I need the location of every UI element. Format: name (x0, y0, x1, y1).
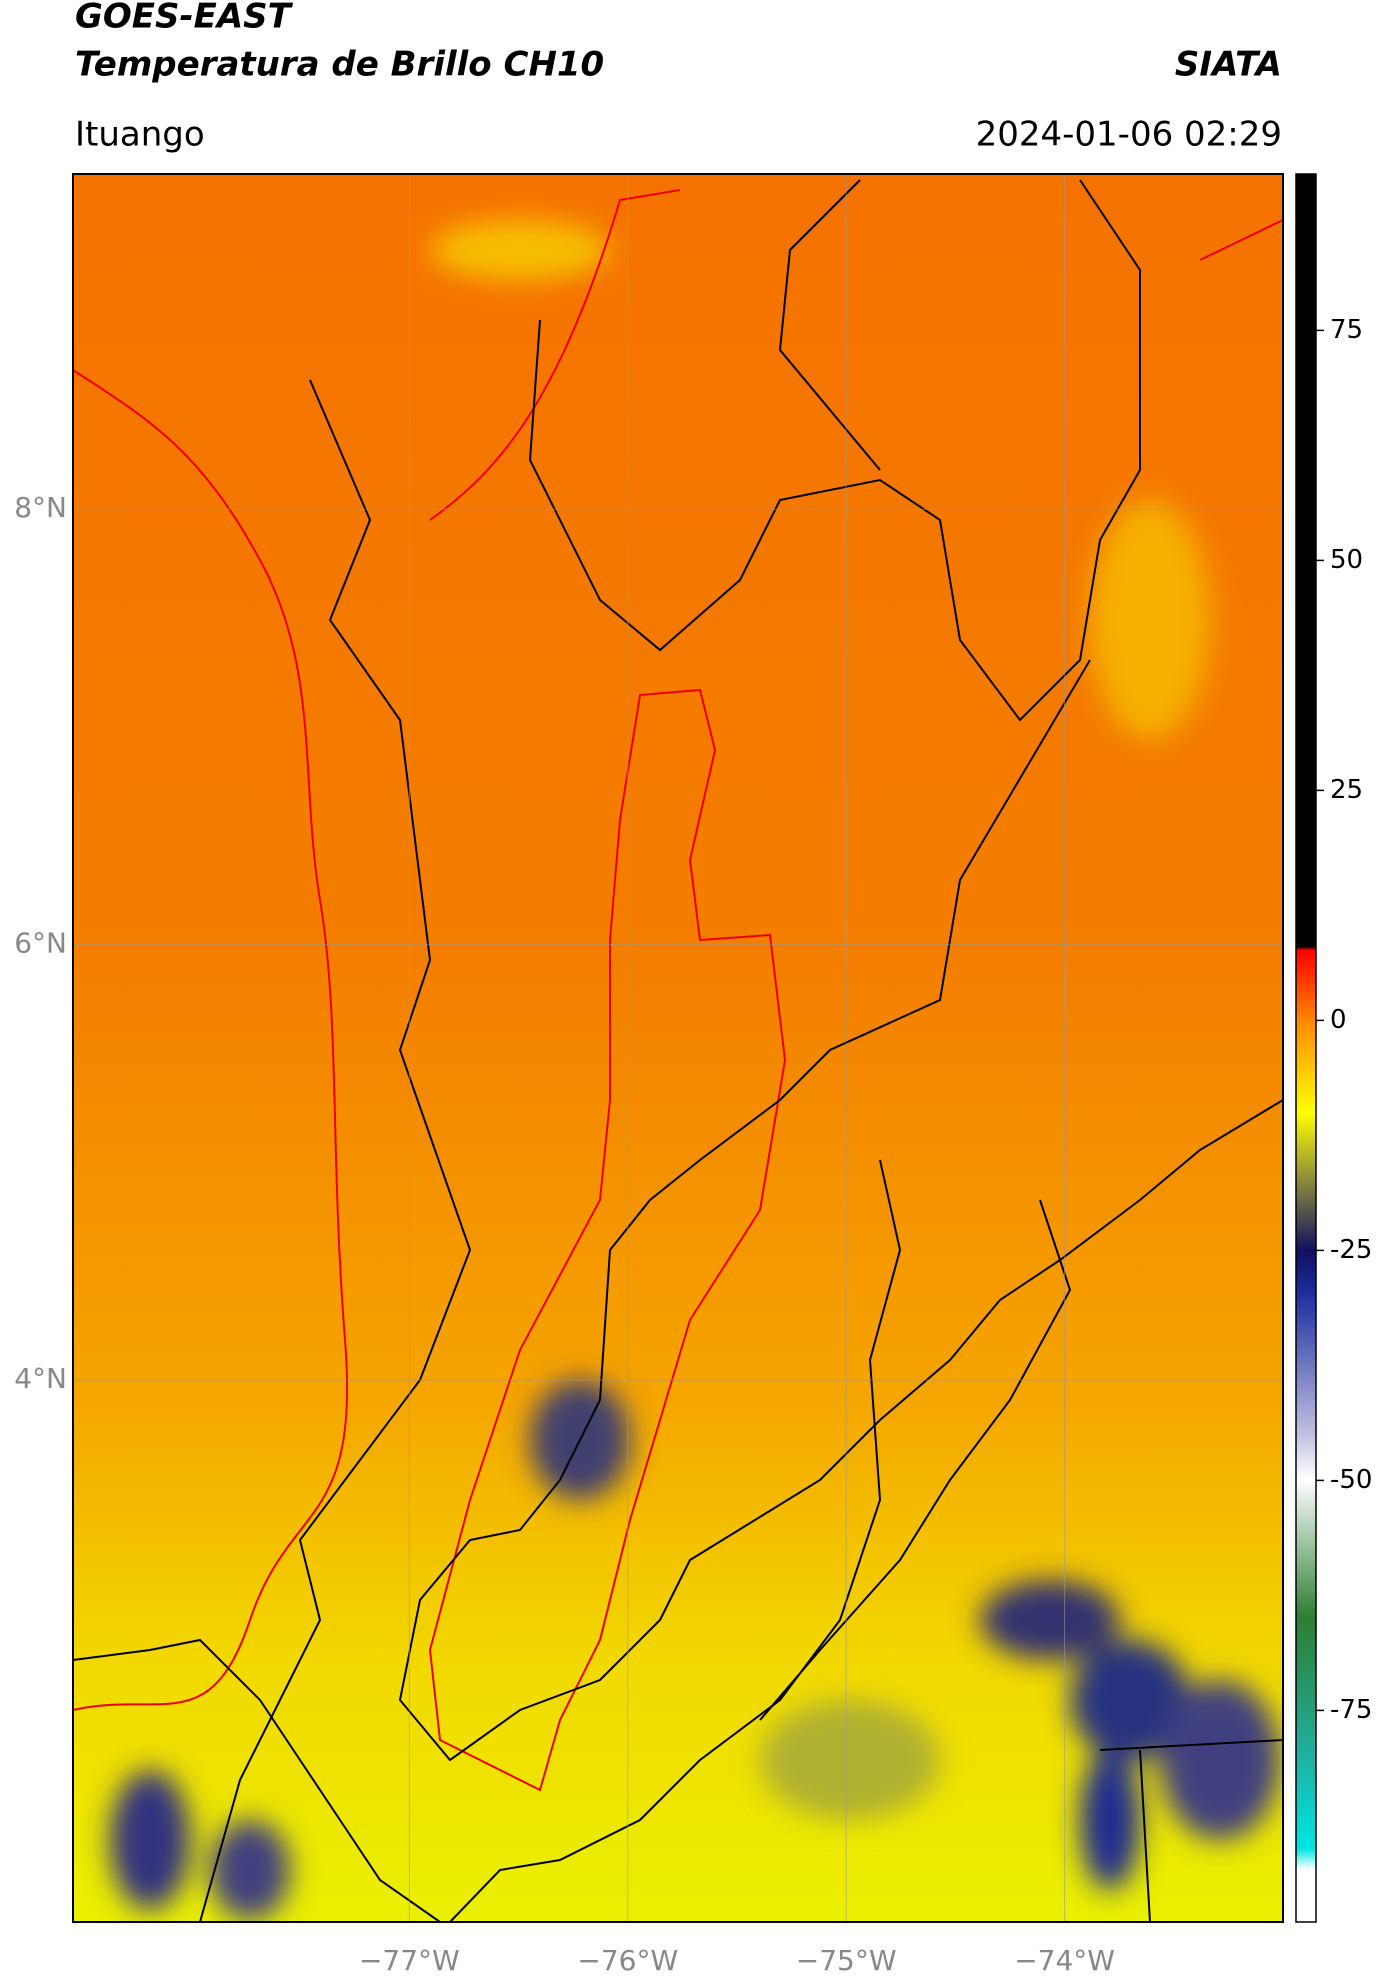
source: SIATA (1175, 45, 1282, 85)
department-border (449, 1159, 1283, 1922)
map-frame (72, 173, 1284, 1923)
colorbar-tick-label: -25 (1330, 1235, 1372, 1265)
coastline (73, 369, 349, 1711)
department-border (73, 1638, 441, 1922)
y-tick-label: 8°N (14, 491, 67, 524)
subtitle: Temperatura de Brillo CH10 (75, 45, 604, 85)
y-tick-label: 4°N (14, 1362, 67, 1395)
title: GOES-EAST (75, 0, 294, 37)
colorbar-tick-label: 0 (1330, 1005, 1347, 1035)
basin-outline (428, 688, 787, 1792)
colorbar (1295, 173, 1317, 1923)
x-tick-label: −76°W (577, 1944, 678, 1977)
x-tick-label: −75°W (796, 1944, 897, 1977)
map-field (73, 174, 1283, 1922)
timestamp: 2024-01-06 02:29 (976, 115, 1282, 155)
colorbar-tick-label: 75 (1330, 315, 1363, 345)
department-border (398, 179, 1283, 1762)
y-tick-label: 6°N (14, 927, 67, 960)
location: Ituango (75, 115, 205, 155)
graticule (73, 174, 1283, 1922)
department-border (199, 379, 472, 1922)
colorbar-tick-label: -50 (1330, 1465, 1372, 1495)
cloud-features (110, 220, 1280, 1920)
colorbar-tick-label: 25 (1330, 775, 1363, 805)
colorbar-tick-label: 50 (1330, 545, 1363, 575)
x-tick-label: −77°W (359, 1944, 460, 1977)
colorbar-tick-label: -75 (1330, 1695, 1372, 1725)
x-tick-label: −74°W (1014, 1944, 1115, 1977)
department-border (528, 179, 1141, 722)
